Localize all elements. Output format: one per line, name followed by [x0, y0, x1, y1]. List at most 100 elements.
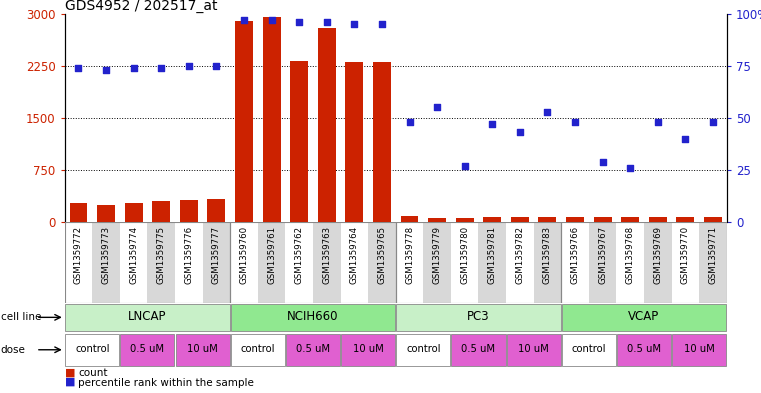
Point — [651, 119, 664, 125]
Bar — [286, 334, 340, 365]
Bar — [341, 334, 395, 365]
Bar — [617, 334, 671, 365]
Bar — [562, 304, 726, 331]
Point — [569, 119, 581, 125]
Bar — [120, 222, 148, 303]
Bar — [258, 222, 285, 303]
Text: GSM1359774: GSM1359774 — [129, 226, 139, 284]
Point — [541, 108, 553, 115]
Bar — [649, 217, 667, 222]
Text: ■: ■ — [65, 377, 75, 387]
Point — [597, 158, 609, 165]
Text: GSM1359781: GSM1359781 — [488, 226, 497, 284]
Bar — [148, 222, 175, 303]
Point — [238, 17, 250, 23]
Bar — [180, 200, 198, 222]
Bar — [644, 222, 671, 303]
Point — [459, 163, 471, 169]
Text: GSM1359763: GSM1359763 — [322, 226, 331, 284]
Point — [514, 129, 526, 136]
Text: 10 uM: 10 uM — [353, 344, 384, 354]
Bar — [368, 222, 396, 303]
Bar — [176, 334, 230, 365]
Point — [376, 21, 388, 27]
Point — [128, 65, 140, 71]
Point — [624, 165, 636, 171]
Text: PC3: PC3 — [467, 310, 490, 323]
Text: GSM1359782: GSM1359782 — [515, 226, 524, 284]
Bar — [616, 222, 644, 303]
Bar — [202, 222, 230, 303]
Point — [72, 65, 84, 71]
Bar — [152, 201, 170, 222]
Bar — [451, 334, 505, 365]
Text: GSM1359767: GSM1359767 — [598, 226, 607, 284]
Bar — [285, 222, 313, 303]
Bar — [704, 217, 722, 222]
Text: count: count — [78, 368, 108, 378]
Bar — [479, 222, 506, 303]
Bar — [539, 217, 556, 222]
Bar — [97, 205, 115, 222]
Point — [349, 21, 361, 27]
Text: GSM1359765: GSM1359765 — [377, 226, 387, 284]
Bar — [69, 203, 88, 222]
Text: GSM1359778: GSM1359778 — [405, 226, 414, 284]
Bar — [672, 334, 726, 365]
Point — [155, 65, 167, 71]
Point — [266, 17, 278, 23]
Text: GSM1359764: GSM1359764 — [350, 226, 359, 284]
Bar — [396, 222, 423, 303]
Bar — [235, 21, 253, 222]
Text: 10 uM: 10 uM — [684, 344, 715, 354]
Text: GSM1359769: GSM1359769 — [653, 226, 662, 284]
Point — [707, 119, 719, 125]
Text: 10 uM: 10 uM — [187, 344, 218, 354]
Text: GSM1359783: GSM1359783 — [543, 226, 552, 284]
Bar — [533, 222, 561, 303]
Text: GSM1359779: GSM1359779 — [432, 226, 441, 284]
Bar — [677, 217, 694, 222]
Bar — [231, 304, 395, 331]
Text: LNCAP: LNCAP — [128, 310, 167, 323]
Text: 0.5 uM: 0.5 uM — [130, 344, 164, 354]
Bar — [561, 222, 589, 303]
Text: control: control — [406, 344, 441, 354]
Point — [680, 136, 692, 142]
Bar — [313, 222, 340, 303]
Bar — [671, 222, 699, 303]
Text: 0.5 uM: 0.5 uM — [627, 344, 661, 354]
Bar — [506, 222, 533, 303]
Bar — [456, 218, 473, 222]
Bar — [65, 222, 92, 303]
Bar — [318, 28, 336, 222]
Bar — [208, 199, 225, 222]
Bar — [423, 222, 451, 303]
Text: ■: ■ — [65, 367, 75, 377]
Bar — [92, 222, 120, 303]
Text: GDS4952 / 202517_at: GDS4952 / 202517_at — [65, 0, 217, 13]
Point — [320, 19, 333, 25]
Bar — [400, 217, 419, 222]
Text: GSM1359771: GSM1359771 — [708, 226, 718, 284]
Point — [403, 119, 416, 125]
Bar — [511, 217, 529, 222]
Bar — [290, 61, 308, 222]
Bar — [562, 334, 616, 365]
Bar — [373, 62, 391, 222]
Text: GSM1359762: GSM1359762 — [295, 226, 304, 284]
Text: 0.5 uM: 0.5 uM — [461, 344, 495, 354]
Point — [431, 104, 443, 111]
Text: percentile rank within the sample: percentile rank within the sample — [78, 378, 254, 388]
Bar — [483, 217, 501, 222]
Text: GSM1359768: GSM1359768 — [626, 226, 635, 284]
Bar — [507, 334, 561, 365]
Text: control: control — [75, 344, 110, 354]
Text: cell line: cell line — [1, 312, 41, 322]
Bar — [396, 334, 451, 365]
Text: GSM1359760: GSM1359760 — [240, 226, 249, 284]
Text: GSM1359780: GSM1359780 — [460, 226, 470, 284]
Bar — [594, 217, 612, 222]
Text: GSM1359773: GSM1359773 — [101, 226, 110, 284]
Text: control: control — [240, 344, 275, 354]
